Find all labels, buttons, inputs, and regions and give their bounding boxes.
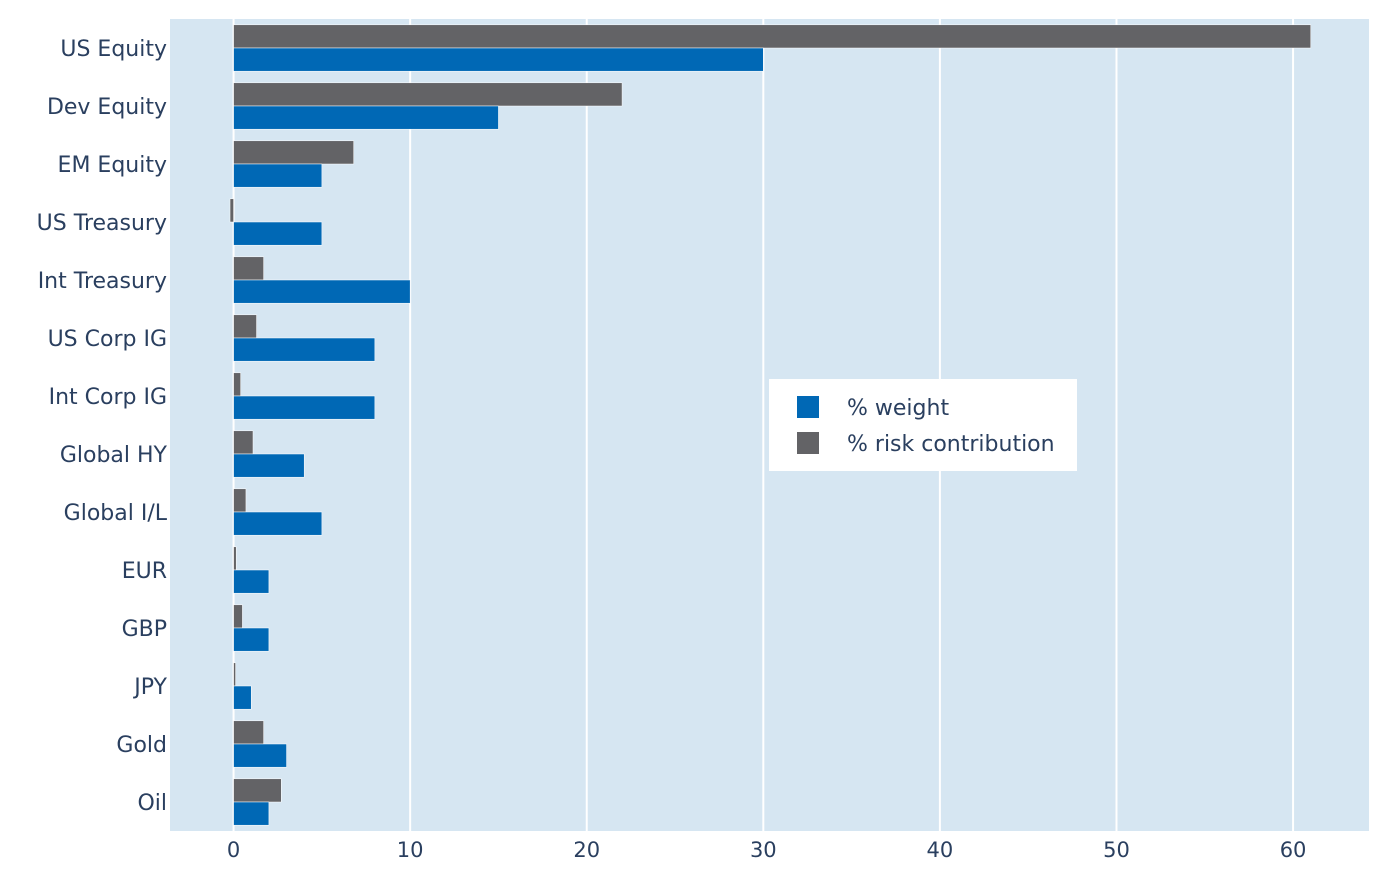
x-tick-label: 60	[1280, 838, 1307, 862]
bars	[229, 24, 1311, 826]
legend-swatch-risk-contribution	[797, 432, 819, 454]
bar-weight	[233, 569, 270, 594]
bar-weight	[233, 47, 764, 72]
bar-risk-contribution	[233, 372, 241, 397]
category-label: Global I/L	[64, 501, 168, 526]
category-label: Int Corp IG	[49, 385, 167, 410]
bar-risk-contribution	[229, 198, 234, 223]
legend-label-weight: % weight	[847, 396, 949, 421]
bar-weight	[233, 395, 376, 420]
bar-weight	[233, 453, 305, 478]
category-label: Dev Equity	[47, 95, 167, 120]
bar-risk-contribution	[233, 720, 264, 745]
bar-weight	[233, 511, 323, 536]
category-label: Global HY	[60, 443, 168, 468]
bar-weight	[233, 105, 499, 130]
bar-risk-contribution	[233, 314, 257, 339]
bar-weight	[233, 279, 411, 304]
category-label: Int Treasury	[38, 269, 167, 294]
legend-label-risk-contribution: % risk contribution	[847, 432, 1055, 457]
bar-weight	[233, 163, 323, 188]
category-label: JPY	[132, 675, 167, 700]
legend-swatch-weight	[797, 396, 819, 418]
x-tick-label: 0	[227, 838, 240, 862]
x-axis-labels: 0 10 20 30 40 50 60	[227, 838, 1307, 862]
bar-weight	[233, 743, 287, 768]
category-label: US Equity	[60, 37, 167, 62]
category-label: US Corp IG	[48, 327, 167, 352]
bar-risk-contribution	[233, 778, 282, 803]
bar-risk-contribution	[233, 488, 247, 513]
bar-risk-contribution	[233, 256, 264, 281]
x-tick-label: 30	[750, 838, 777, 862]
bar-weight	[233, 627, 270, 652]
category-label: Gold	[116, 733, 167, 758]
bar-risk-contribution	[233, 140, 354, 165]
bar-risk-contribution	[233, 82, 623, 107]
category-label: GBP	[122, 617, 167, 642]
bar-risk-contribution	[233, 662, 236, 687]
bar-weight	[233, 221, 323, 246]
category-label: Oil	[137, 791, 167, 816]
legend-box	[769, 379, 1077, 471]
x-tick-label: 10	[397, 838, 424, 862]
bar-weight	[233, 337, 376, 362]
category-label: EUR	[122, 559, 167, 584]
bar-weight	[233, 685, 252, 710]
bar-risk-contribution	[233, 546, 237, 571]
category-label: EM Equity	[58, 153, 167, 178]
category-label: US Treasury	[37, 211, 167, 236]
bar-risk-contribution	[233, 430, 254, 455]
legend: % weight % risk contribution	[769, 379, 1077, 471]
bar-risk-contribution	[233, 24, 1311, 49]
x-tick-label: 50	[1103, 838, 1130, 862]
y-axis-labels: US Equity Dev Equity EM Equity US Treasury I…	[37, 37, 168, 816]
x-tick-label: 40	[927, 838, 954, 862]
bar-weight	[233, 801, 270, 826]
bar-risk-contribution	[233, 604, 243, 629]
x-tick-label: 20	[573, 838, 600, 862]
